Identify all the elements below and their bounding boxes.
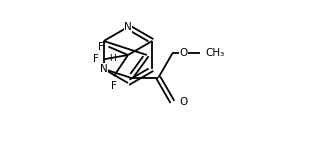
Text: N: N (124, 22, 132, 32)
Text: F: F (98, 42, 103, 52)
Text: O: O (179, 48, 188, 58)
Text: F: F (93, 54, 99, 64)
Text: F: F (111, 81, 117, 91)
Text: CH₃: CH₃ (205, 48, 225, 58)
Text: N: N (100, 64, 108, 74)
Text: H: H (109, 54, 115, 63)
Text: O: O (179, 97, 188, 107)
